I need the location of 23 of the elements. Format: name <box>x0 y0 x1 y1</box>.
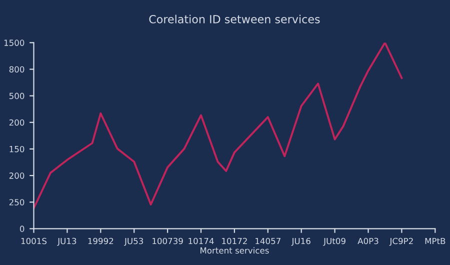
text: 1500 <box>4 40 24 46</box>
x-tick-label: 10172 <box>222 238 247 244</box>
text: 500 <box>9 92 24 100</box>
x-tick-label: MPtB <box>425 238 446 244</box>
text: 800 <box>9 66 24 73</box>
chart-title: Corelation ID setween services <box>149 14 320 24</box>
x-tick-label: JU13 <box>57 238 76 246</box>
text: 200 <box>9 172 24 179</box>
x-tick-label: 100739 <box>152 238 183 244</box>
x-tick-label: 1001S <box>21 238 47 244</box>
x-tick-label: JU53 <box>124 238 144 246</box>
x-tick-label: JC9P2 <box>389 238 413 246</box>
text: 250 <box>9 199 24 206</box>
x-tick-label: JUt09 <box>323 238 346 246</box>
text: 150 <box>10 146 24 152</box>
x-tick-label: A0P3 <box>358 238 378 244</box>
text: 0 <box>20 226 24 232</box>
x-tick-label: 19992 <box>88 238 114 244</box>
x-tick-label: 14057 <box>256 238 280 244</box>
x-axis-title: Mortent services <box>200 247 269 254</box>
text: 200 <box>9 119 24 126</box>
x-tick-label: JU16 <box>291 238 310 246</box>
x-tick-label: 10174 <box>188 238 214 244</box>
